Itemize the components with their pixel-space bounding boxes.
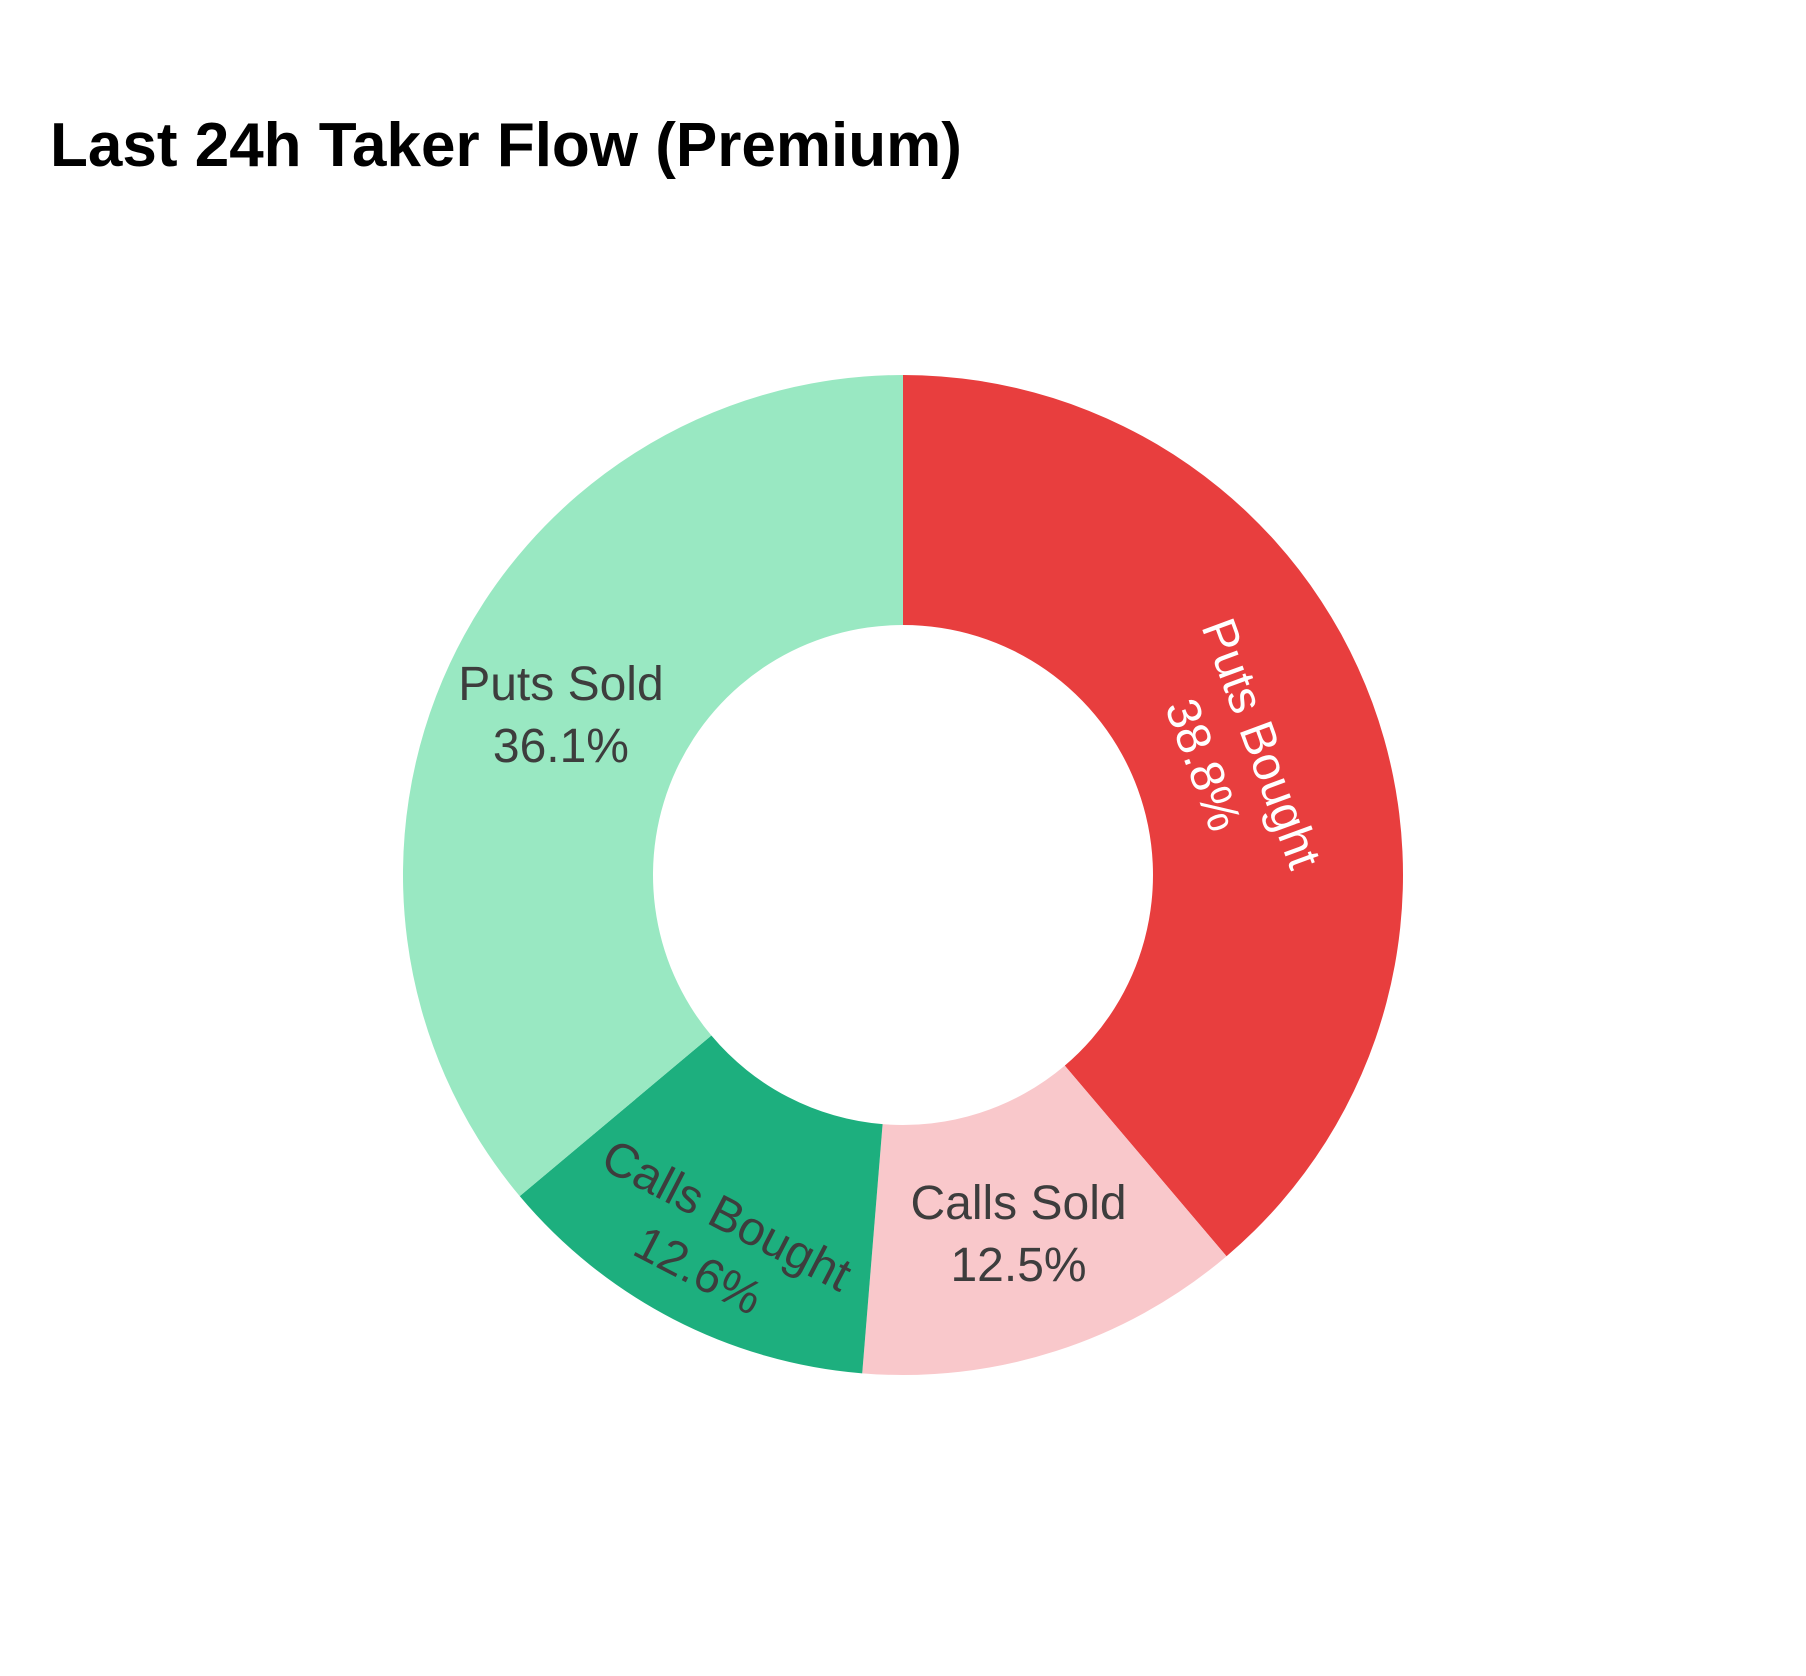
slice-label-puts-sold: Puts Sold 36.1% (458, 658, 663, 773)
pie-slice-calls-bought[interactable] (519, 1035, 883, 1374)
slice-label-text: 12.5% (950, 1239, 1086, 1292)
slice-label-calls-sold: Calls Sold 12.5% (910, 1177, 1126, 1292)
pie-slice-puts-sold[interactable] (402, 375, 903, 1197)
slice-label-text: Puts Sold (458, 658, 663, 711)
slice-label-text: 36.1% (493, 720, 629, 773)
pie-slice-calls-sold[interactable] (862, 1065, 1227, 1375)
pie-slice-puts-bought[interactable] (903, 375, 1404, 1257)
slice-label-text: Calls Sold (910, 1177, 1126, 1230)
chart-title: Last 24h Taker Flow (Premium) (50, 111, 962, 180)
